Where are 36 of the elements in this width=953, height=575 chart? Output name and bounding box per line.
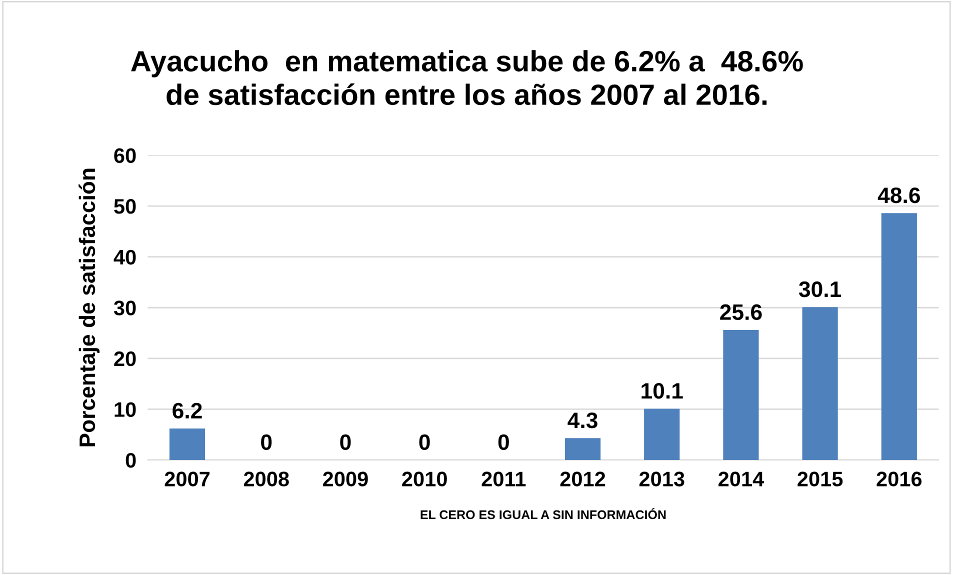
data-label: 0 <box>261 434 272 450</box>
data-label: 0 <box>340 434 351 450</box>
x-tick-label: 2008 <box>244 472 289 486</box>
y-tick-label: 60 <box>114 148 136 164</box>
x-tick-label: 2009 <box>323 472 368 486</box>
y-tick-label: 20 <box>114 351 136 366</box>
data-label: 0 <box>498 434 509 450</box>
x-tick-label: 2011 <box>482 472 526 486</box>
data-label: 10.1 <box>642 383 683 399</box>
bar <box>169 428 206 460</box>
x-tick-label: 2010 <box>402 472 447 486</box>
chart-title: Ayacucho en matematica sube de 6.2% a 48.6% de satisfacción entre los años 2007 al 2016. <box>131 50 803 106</box>
y-tick-label: 10 <box>114 402 136 417</box>
bar <box>802 307 838 460</box>
y-tick-label: 0 <box>126 453 136 468</box>
data-label: 6.2 <box>172 402 202 419</box>
bar <box>564 438 601 460</box>
data-label: 0 <box>419 434 430 450</box>
y-axis-title: Porcentaje de satisfacción <box>78 168 100 446</box>
data-label: 4.3 <box>568 412 598 428</box>
bar <box>881 213 917 460</box>
y-tick-label: 30 <box>114 300 136 316</box>
bar <box>644 408 680 460</box>
x-tick-label: 2014 <box>718 472 764 486</box>
data-label: 25.6 <box>720 304 762 320</box>
data-label: 48.6 <box>878 187 920 204</box>
x-tick-label: 2007 <box>164 472 210 486</box>
x-tick-label: 2016 <box>876 472 922 486</box>
x-tick-label: 2013 <box>639 472 684 486</box>
y-tick-label: 40 <box>114 250 136 265</box>
bar <box>723 330 759 460</box>
x-axis-title: EL CERO ES IGUAL A SIN INFORMACIÓN <box>420 508 666 520</box>
x-tick-label: 2015 <box>798 472 843 486</box>
data-label: 30.1 <box>798 281 842 298</box>
y-tick-label: 50 <box>114 199 136 214</box>
x-tick-label: 2012 <box>560 472 606 486</box>
